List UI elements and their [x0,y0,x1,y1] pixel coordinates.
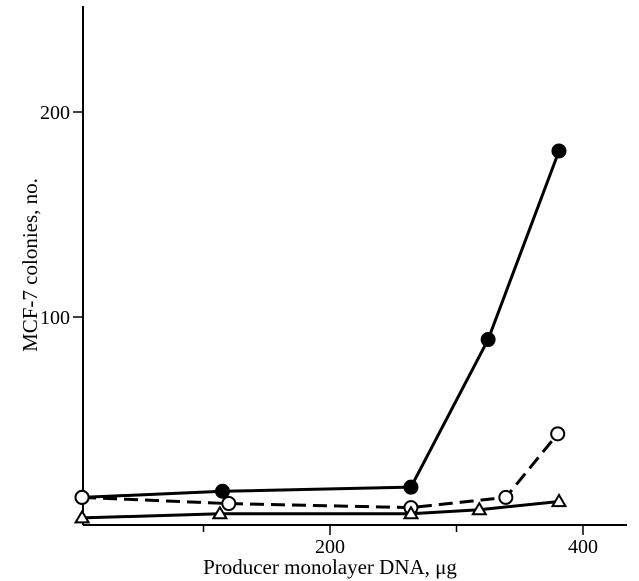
axes [82,6,627,526]
x-tick-label: 400 [568,536,598,558]
series-1 [74,143,567,505]
y-tick-label: 100 [40,307,70,329]
data-point-filled-circle [403,479,419,495]
data-point-open-circle [221,496,237,512]
data-point-open-triangle [73,509,91,524]
data-point-open-circle [498,489,514,505]
data-point-filled-circle [214,483,230,499]
series-line [82,150,561,499]
data-point-filled-circle [480,332,496,348]
series-3 [73,493,568,524]
data-point-open-triangle [211,505,229,520]
y-axis-title: MCF-7 colonies, no. [18,178,42,352]
y-tick-label: 200 [40,102,70,124]
ticks: 200 400 100 200 [40,102,598,558]
data-point-open-triangle [402,505,420,520]
x-tick-label: 200 [315,536,345,558]
data-point-open-circle [74,489,90,505]
data-point-open-triangle [471,501,488,516]
series-line [82,500,560,520]
data-point-filled-circle [551,143,567,159]
x-axis-title: Producer monolayer DNA, μg [203,555,457,579]
series-layer [73,143,568,524]
series-2 [74,426,566,516]
data-point-open-triangle [550,493,568,508]
series-line [82,432,559,510]
data-point-open-circle [550,426,566,442]
